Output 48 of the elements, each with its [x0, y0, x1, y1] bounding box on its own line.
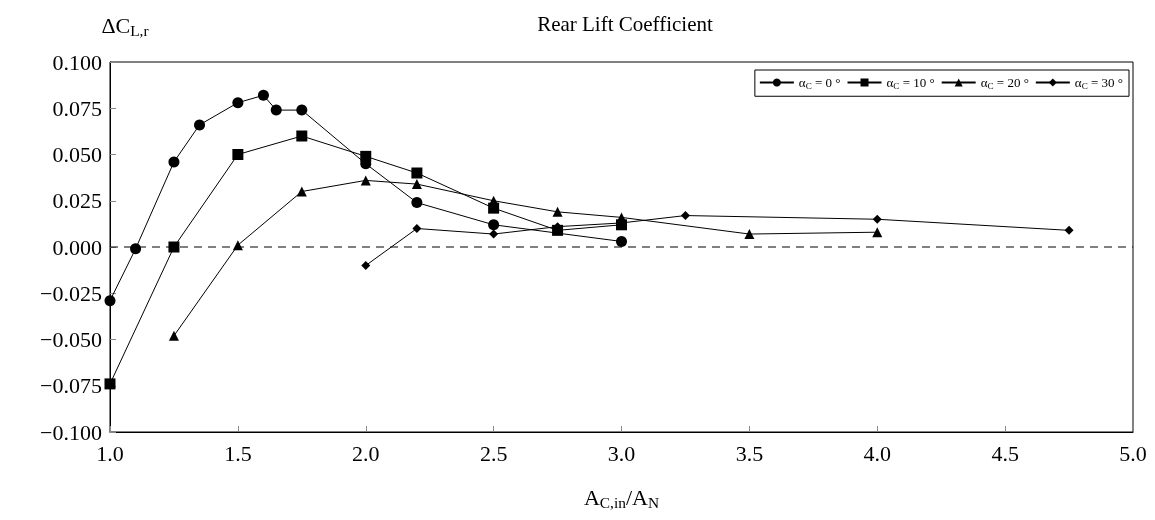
point: [232, 97, 244, 109]
y-tick-label: 0.025: [52, 188, 102, 214]
point: [168, 330, 179, 341]
point: [296, 186, 307, 197]
x-tick-label: 4.5: [991, 440, 1019, 466]
point: [194, 119, 206, 131]
x-tick-label: 1.5: [224, 440, 252, 466]
x-tick-label: 3.5: [735, 440, 764, 466]
point: [168, 241, 180, 253]
point: [104, 295, 116, 307]
point: [616, 235, 627, 247]
y-tick-label: −0.050: [40, 327, 102, 352]
point: [296, 130, 308, 142]
point: [270, 104, 282, 116]
y-tick-label: 0.075: [52, 95, 102, 121]
point: [411, 197, 423, 209]
point: [411, 167, 423, 179]
point: [257, 89, 269, 101]
point: [1064, 225, 1074, 235]
point: [411, 179, 422, 190]
y-tick-label: 0.000: [52, 234, 102, 260]
y-tick-label: 0.100: [52, 49, 102, 75]
point: [680, 211, 690, 221]
point: [552, 206, 563, 217]
point: [168, 156, 180, 168]
y-tick-label: −0.025: [40, 280, 102, 306]
point: [361, 261, 371, 270]
x-tick-label: 3.0: [607, 440, 636, 466]
point: [412, 224, 422, 233]
x-tick-label: 4.0: [863, 440, 891, 466]
point: [872, 227, 883, 238]
chart-title: Rear Lift Coefficient: [537, 11, 714, 36]
point: [360, 175, 371, 186]
point: [360, 150, 372, 162]
x-tick-label: 2.0: [352, 440, 380, 466]
point: [744, 229, 755, 240]
point: [296, 104, 308, 116]
point: [872, 214, 882, 224]
x-tick-label: 5.0: [1119, 440, 1147, 466]
point: [489, 229, 499, 239]
point: [232, 240, 243, 251]
x-tick-label: 2.5: [479, 440, 508, 466]
point: [104, 378, 116, 390]
y-tick-label: 0.050: [52, 142, 102, 167]
point: [130, 243, 142, 255]
point: [488, 219, 500, 231]
point: [232, 149, 244, 160]
y-tick-label: −0.075: [40, 373, 102, 399]
